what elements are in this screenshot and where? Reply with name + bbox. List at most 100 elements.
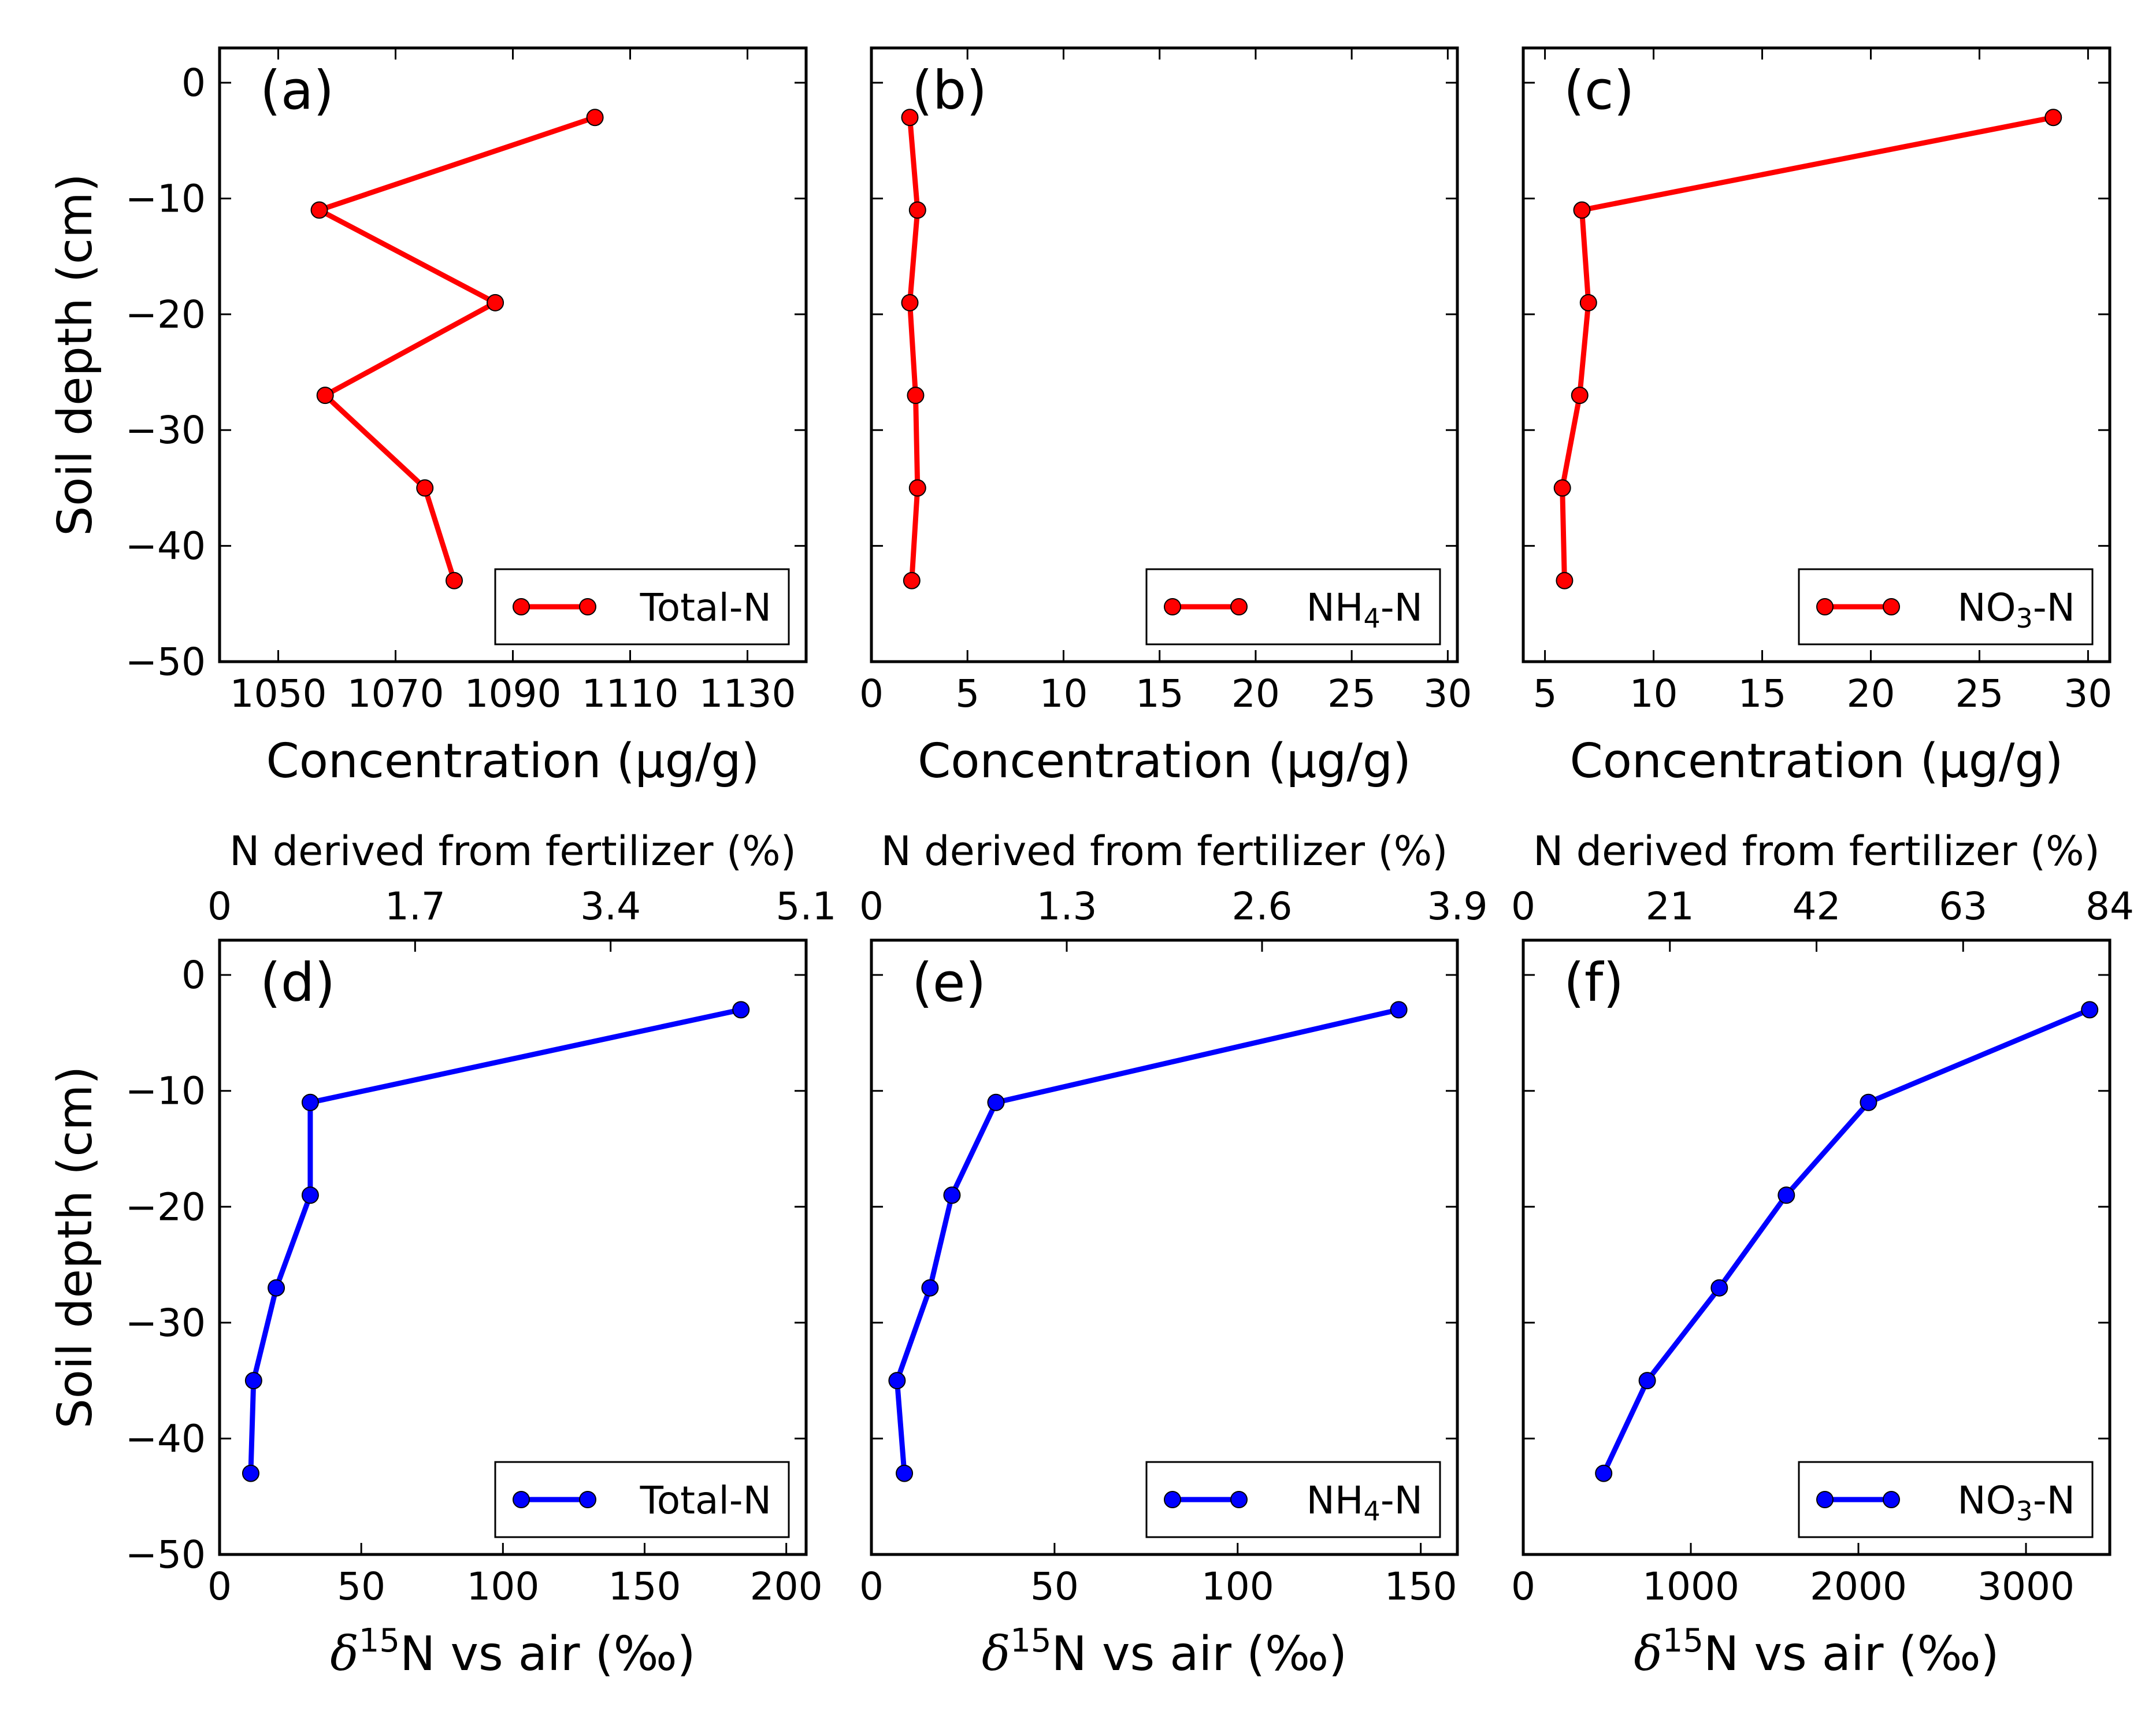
top-x-tick-label: 0 bbox=[859, 884, 884, 929]
y-tick-label: 0 bbox=[181, 953, 206, 997]
x-tick-label: 1050 bbox=[230, 671, 327, 716]
y-tick-label: −40 bbox=[125, 524, 206, 569]
x-tick-label: 25 bbox=[1327, 671, 1376, 716]
x-tick-label: 50 bbox=[337, 1564, 385, 1609]
top-x-tick-label: 2.6 bbox=[1232, 884, 1293, 929]
legend-marker bbox=[579, 1491, 596, 1508]
data-point bbox=[1556, 572, 1574, 589]
legend-marker bbox=[1816, 1491, 1834, 1508]
x-tick-label: 1070 bbox=[347, 671, 444, 716]
data-point bbox=[1595, 1464, 1613, 1482]
data-point bbox=[1860, 1093, 1877, 1111]
x-tick-label: 150 bbox=[608, 1564, 681, 1609]
x-tick-label: 50 bbox=[1030, 1564, 1079, 1609]
plot-frame bbox=[1522, 938, 2112, 1556]
plot-frame bbox=[218, 46, 808, 663]
data-point bbox=[987, 1093, 1005, 1111]
panel-e: 0 50 100 150 0 1.3 2.6 3.9 N derived from fertil… bbox=[859, 828, 1487, 1682]
y-tick-label: −30 bbox=[125, 1301, 206, 1345]
x-tick-label: 0 bbox=[207, 1564, 232, 1609]
legend-label: Total-N bbox=[640, 1478, 771, 1523]
x-tick-label: 200 bbox=[750, 1564, 823, 1609]
x-tick-label: 20 bbox=[1846, 671, 1895, 716]
y-tick-label: −10 bbox=[125, 176, 206, 221]
x-tick-label: 30 bbox=[2064, 671, 2112, 716]
x-axis-label: δ15N vs air (‰) bbox=[330, 1622, 695, 1682]
legend: NO3-N bbox=[1798, 568, 2094, 645]
y-tick-label: −10 bbox=[125, 1069, 206, 1114]
legend-marker bbox=[513, 1491, 530, 1508]
x-tick-label: 20 bbox=[1231, 671, 1280, 716]
data-point bbox=[242, 1464, 259, 1482]
x-axis-label: δ15N vs air (‰) bbox=[982, 1622, 1347, 1682]
x-tick-label: 2000 bbox=[1810, 1564, 1907, 1609]
data-point bbox=[1553, 479, 1571, 497]
legend-marker bbox=[1230, 1491, 1248, 1508]
data-point bbox=[908, 201, 926, 219]
panel-label: (f) bbox=[1564, 952, 1624, 1014]
x-tick-label: 15 bbox=[1738, 671, 1787, 716]
data-point bbox=[244, 1372, 262, 1390]
data-point bbox=[943, 1186, 961, 1204]
x-tick-label: 3000 bbox=[1977, 1564, 2075, 1609]
legend: Total-N bbox=[494, 1461, 790, 1538]
legend: NH4-N bbox=[1145, 1461, 1441, 1538]
y-tick-label: −50 bbox=[125, 1533, 206, 1577]
series-line bbox=[248, 1007, 742, 1474]
y-tick-label: −50 bbox=[125, 640, 206, 684]
series-line bbox=[894, 1007, 1400, 1474]
data-point bbox=[921, 1279, 939, 1297]
legend-label: NO3-N bbox=[1957, 1478, 2075, 1527]
data-point bbox=[901, 109, 919, 127]
legend-label: Total-N bbox=[640, 585, 771, 630]
y-tick-label: −20 bbox=[125, 292, 206, 337]
top-x-tick-label: 5.1 bbox=[776, 884, 837, 929]
legend: NO3-N bbox=[1798, 1461, 2094, 1538]
data-point bbox=[903, 572, 921, 589]
data-point bbox=[2081, 1001, 2099, 1019]
legend: NH4-N bbox=[1145, 568, 1441, 645]
x-tick-label: 150 bbox=[1385, 1564, 1457, 1609]
x-tick-label: 100 bbox=[1201, 1564, 1274, 1609]
x-tick-label: 0 bbox=[859, 1564, 884, 1609]
x-tick-label: 10 bbox=[1630, 671, 1678, 716]
top-x-tick-label: 42 bbox=[1793, 884, 1841, 929]
legend-marker bbox=[579, 598, 596, 615]
data-point bbox=[301, 1186, 319, 1204]
legend-marker bbox=[1816, 598, 1834, 615]
data-point bbox=[1638, 1372, 1656, 1390]
x-tick-label: 15 bbox=[1135, 671, 1184, 716]
x-tick-label: 10 bbox=[1039, 671, 1088, 716]
data-point bbox=[310, 201, 328, 219]
panel-label: (d) bbox=[260, 952, 335, 1014]
data-point bbox=[908, 479, 926, 497]
series-line bbox=[317, 114, 596, 582]
legend-marker bbox=[1164, 598, 1181, 615]
y-tick-label: 0 bbox=[181, 61, 206, 105]
plot-frame bbox=[870, 46, 1459, 663]
x-tick-label: 1000 bbox=[1642, 1564, 1739, 1609]
top-x-tick-label: 21 bbox=[1646, 884, 1694, 929]
panel-label: (c) bbox=[1564, 60, 1634, 121]
panel-a: 0 −10 −20 −30 −40 −50 1050 1070 1090 1110 1130 Conc… bbox=[48, 46, 808, 789]
x-tick-label: 1110 bbox=[582, 671, 679, 716]
x-axis-label: Concentration (µg/g) bbox=[918, 734, 1411, 789]
x-axis-label: δ15N vs air (‰) bbox=[1634, 1622, 1999, 1682]
y-tick-label: −20 bbox=[125, 1185, 206, 1229]
y-axis-label: Soil depth (cm) bbox=[48, 173, 103, 536]
y-tick-label: −30 bbox=[125, 408, 206, 452]
data-point bbox=[2044, 109, 2062, 127]
legend-marker bbox=[1883, 598, 1900, 615]
data-point bbox=[888, 1372, 906, 1390]
top-x-tick-label: 63 bbox=[1939, 884, 1987, 929]
top-x-tick-label: 1.7 bbox=[385, 884, 446, 929]
data-point bbox=[416, 479, 434, 497]
y-tick-label: −40 bbox=[125, 1416, 206, 1461]
x-axis-label: Concentration (µg/g) bbox=[1569, 734, 2063, 789]
data-point bbox=[1778, 1186, 1795, 1204]
x-tick-label: 100 bbox=[466, 1564, 539, 1609]
top-x-tick-label: 84 bbox=[2086, 884, 2134, 929]
panel-d: 0−10−20−30−40−500 50 100 150 2000 1.7 3.4 5.1N … bbox=[48, 828, 836, 1682]
top-x-tick-label: 1.3 bbox=[1037, 884, 1097, 929]
